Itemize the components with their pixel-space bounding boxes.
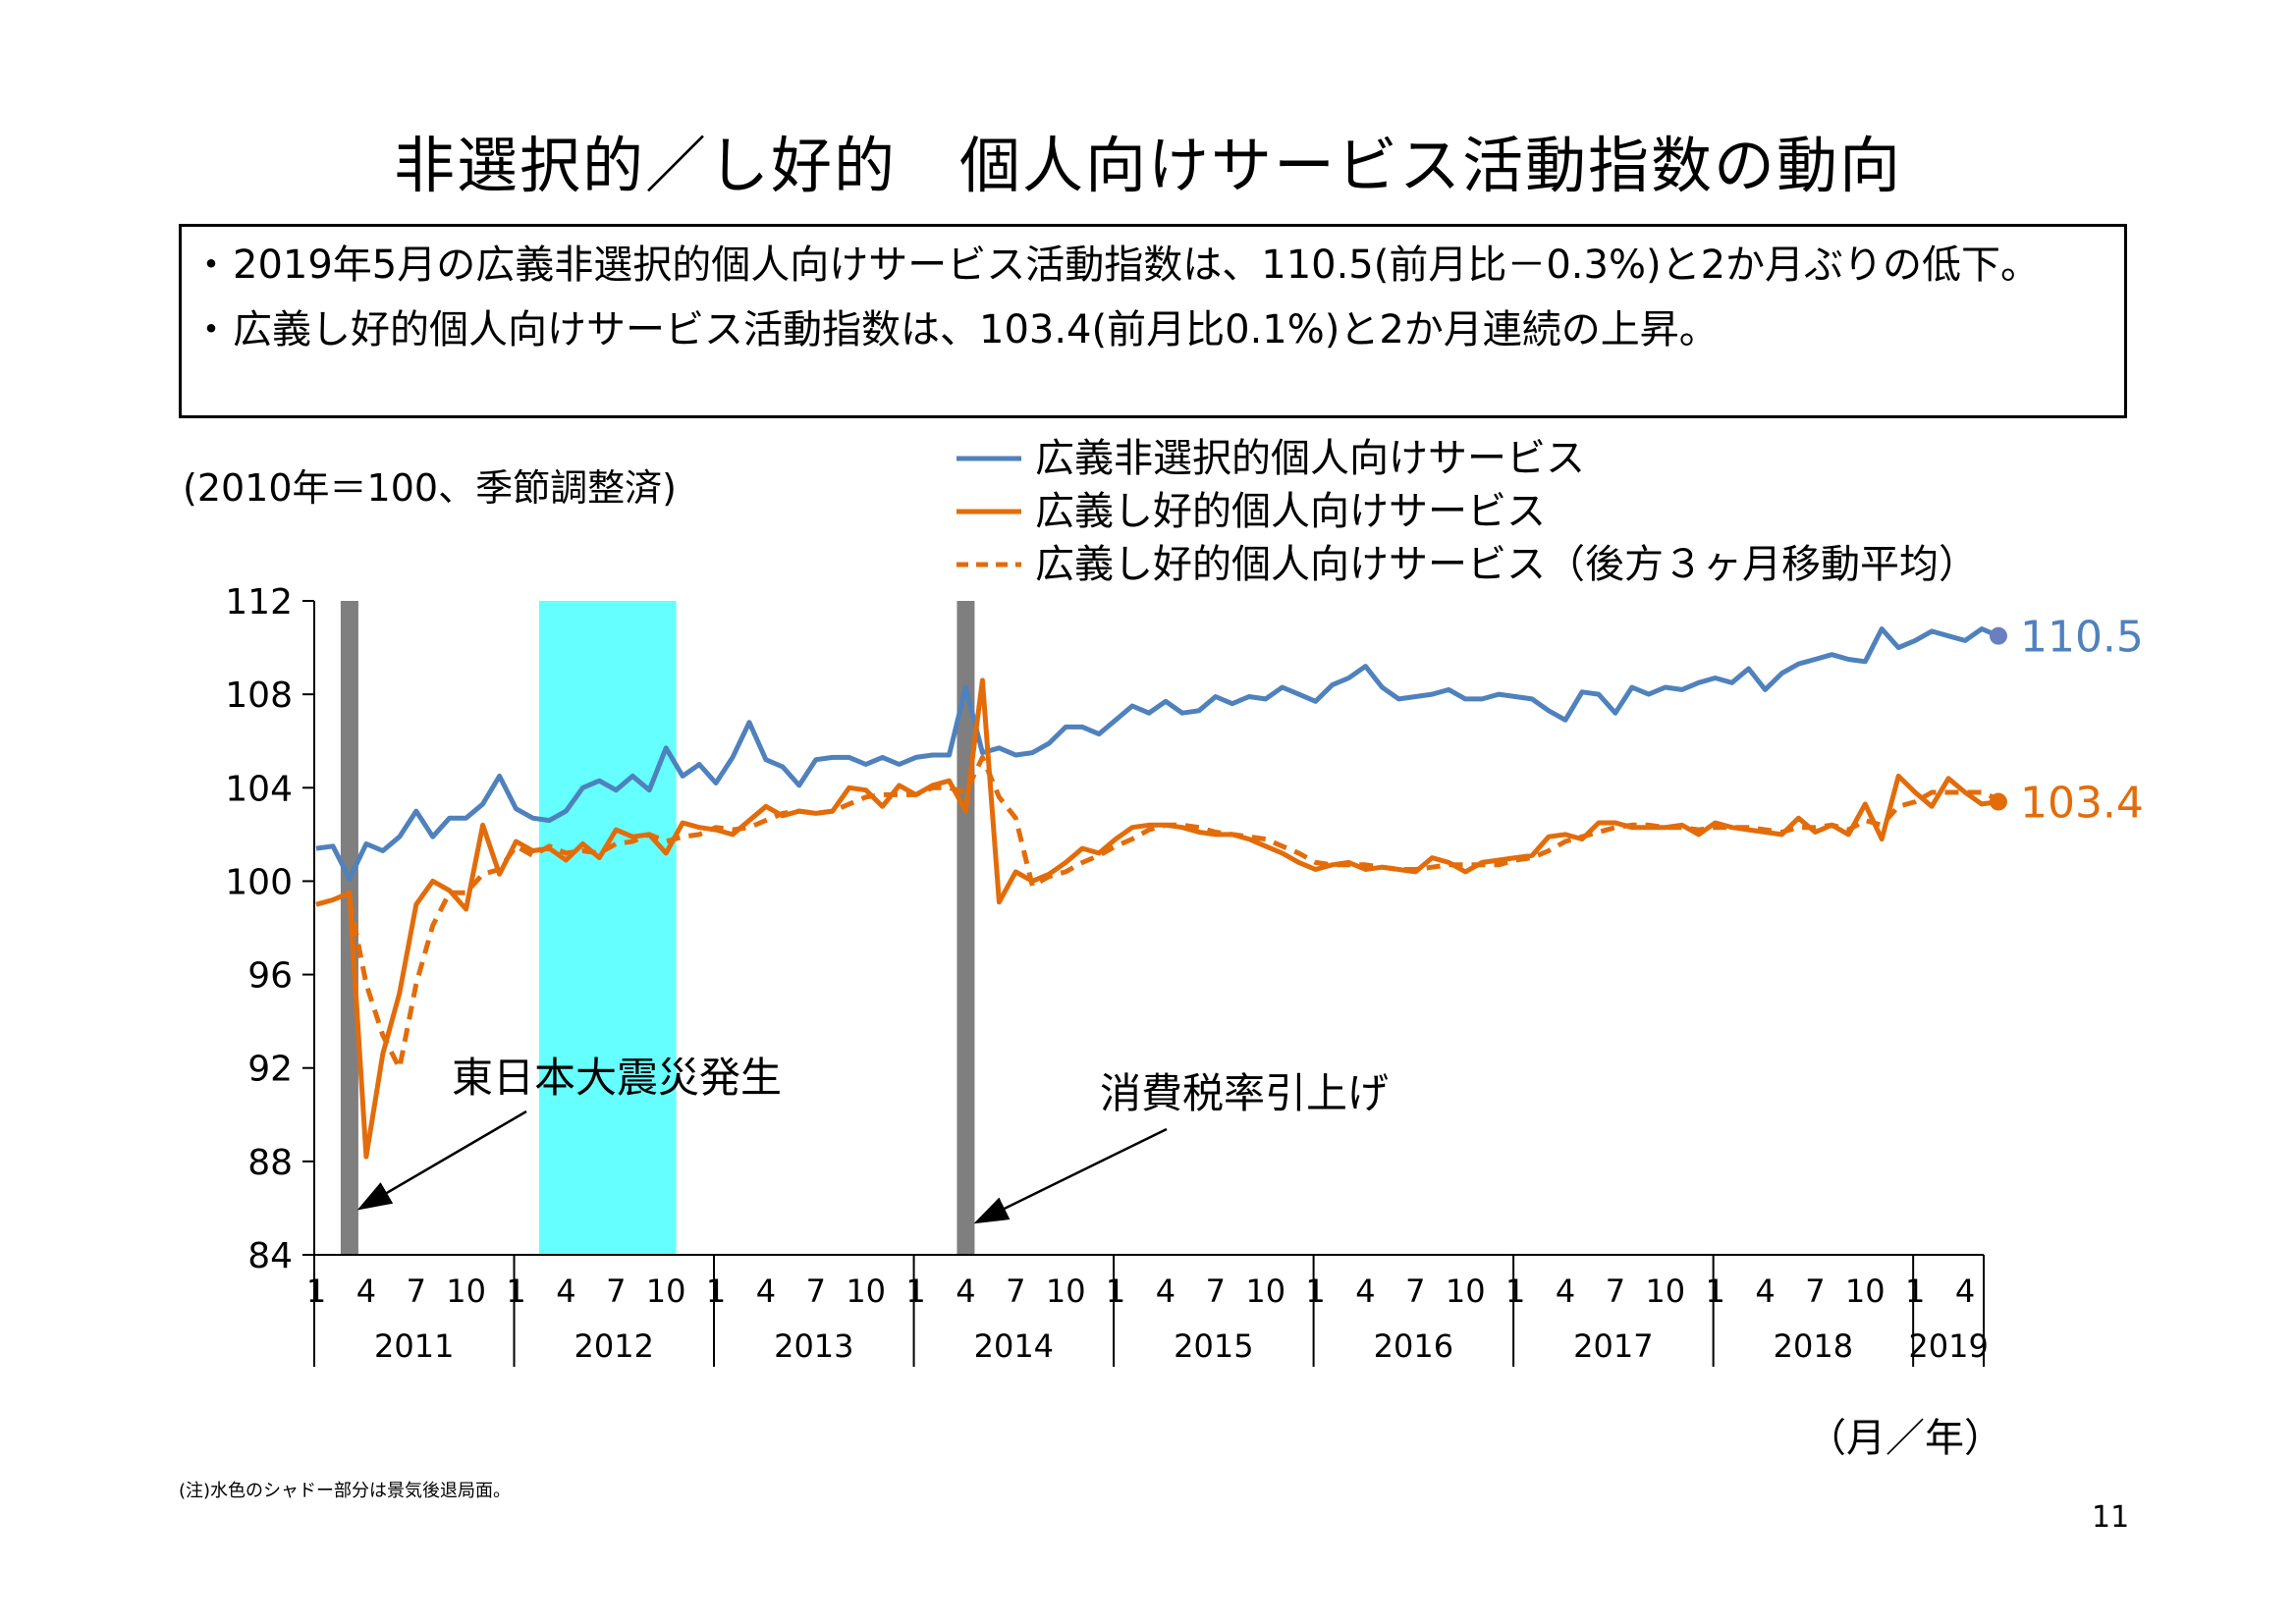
series-line-2 <box>347 754 1999 1071</box>
y-tick-label: 96 <box>247 956 293 997</box>
x-month-label: 4 <box>756 1272 776 1310</box>
x-month-label: 4 <box>1156 1272 1175 1310</box>
x-month-label: 10 <box>446 1272 486 1310</box>
x-year-label: 2016 <box>1374 1327 1453 1365</box>
y-tick-label: 84 <box>247 1236 293 1276</box>
x-month-label: 7 <box>1206 1272 1226 1310</box>
x-year-label: 2018 <box>1774 1327 1853 1365</box>
x-year-label: 2014 <box>974 1327 1054 1365</box>
legend-line-orange <box>957 509 1021 514</box>
series-lines <box>315 626 2007 1160</box>
x-year-label: 2011 <box>374 1327 454 1365</box>
chart-axes <box>302 600 1985 1367</box>
x-month-label: 4 <box>1556 1272 1575 1310</box>
x-year-label: 2017 <box>1573 1327 1653 1365</box>
unit-note: (2010年＝100、季節調整済) <box>183 466 677 510</box>
x-year-label: 2012 <box>574 1327 654 1365</box>
y-tick-label: 100 <box>225 862 293 902</box>
x-month-label: 7 <box>606 1272 626 1310</box>
x-month-label: 10 <box>846 1272 886 1310</box>
shade-cyan-1 <box>538 601 677 1255</box>
footnote: (注)水色のシャドー部分は景気後退局面。 <box>179 1481 512 1501</box>
x-month-label: 10 <box>1245 1272 1285 1310</box>
x-month-label: 1 <box>1505 1272 1525 1310</box>
x-month-label: 10 <box>1845 1272 1886 1310</box>
x-month-label: 10 <box>1046 1272 1086 1310</box>
x-month-label: 1 <box>905 1272 925 1310</box>
legend-entry-nonselective: 広義非選択的個人向けサービス <box>955 432 1978 485</box>
x-month-label: 1 <box>1905 1272 1925 1310</box>
series-endpoint-0 <box>1989 626 2007 645</box>
x-month-label: 1 <box>306 1272 326 1310</box>
x-year-label: 2013 <box>774 1327 853 1365</box>
summary-box: 2019年5月の広義非選択的個人向けサービス活動指数は、110.5(前月比－0.… <box>179 224 2127 418</box>
series-endpoint-1 <box>1989 792 2007 811</box>
series-line-1 <box>315 677 1999 1160</box>
y-tick-label: 92 <box>247 1050 293 1090</box>
x-month-label: 4 <box>1755 1272 1775 1310</box>
y-tick-label: 88 <box>247 1143 293 1183</box>
series-end-label-1: 103.4 <box>2020 779 2144 829</box>
x-month-label: 1 <box>1705 1272 1724 1310</box>
x-month-label: 4 <box>556 1272 575 1310</box>
annotation-label-0: 東日本大震災発生 <box>452 1054 782 1102</box>
shade-gray-2 <box>957 601 975 1255</box>
page-number: 11 <box>2092 1500 2130 1535</box>
legend-line-blue <box>957 456 1021 461</box>
page-title: 非選択的／し好的 個人向けサービス活動指数の動向 <box>393 130 1902 201</box>
series-line-0 <box>315 626 1999 882</box>
x-month-label: 7 <box>1805 1272 1825 1310</box>
x-month-label: 7 <box>1606 1272 1625 1310</box>
x-axis-unit: （月／年） <box>1807 1416 2003 1461</box>
x-month-label: 4 <box>1955 1272 1975 1310</box>
legend-entry-preference: 広義し好的個人向けサービス <box>955 485 1978 538</box>
x-month-label: 4 <box>1355 1272 1375 1310</box>
annotation-arrow-0 <box>356 1110 527 1211</box>
x-month-label: 1 <box>506 1272 525 1310</box>
summary-bullet-2: 広義し好的個人向けサービス活動指数は、103.4(前月比0.1%)と2か月連続の… <box>191 305 2103 354</box>
y-tick-label: 104 <box>225 769 293 809</box>
x-month-label: 1 <box>1106 1272 1125 1310</box>
x-month-label: 10 <box>1446 1272 1486 1310</box>
x-month-label: 7 <box>806 1272 826 1310</box>
legend-line-orange-dashed <box>957 562 1021 568</box>
legend-label-nonselective: 広義非選択的個人向けサービス <box>1035 436 1585 481</box>
summary-bullet-1: 2019年5月の広義非選択的個人向けサービス活動指数は、110.5(前月比－0.… <box>191 241 2103 290</box>
x-month-label: 7 <box>1405 1272 1425 1310</box>
legend-label-preference: 広義し好的個人向けサービス <box>1035 489 1546 534</box>
annotation-arrow-1 <box>973 1127 1168 1224</box>
x-year-label: 2015 <box>1174 1327 1253 1365</box>
series-end-label-0: 110.5 <box>2020 613 2144 663</box>
x-month-label: 7 <box>407 1272 426 1310</box>
x-year-label: 2019 <box>1908 1327 1988 1365</box>
shaded-periods <box>340 601 975 1255</box>
legend-entry-preference-ma: 広義し好的個人向けサービス（後方３ヶ月移動平均） <box>955 538 1978 591</box>
x-month-label: 1 <box>1305 1272 1325 1310</box>
shade-gray-0 <box>340 601 358 1255</box>
x-month-label: 4 <box>956 1272 975 1310</box>
chart-legend: 広義非選択的個人向けサービス 広義し好的個人向けサービス 広義し好的個人向けサー… <box>955 432 1978 591</box>
x-month-label: 7 <box>1006 1272 1025 1310</box>
x-month-label: 4 <box>356 1272 376 1310</box>
x-month-label: 10 <box>1645 1272 1685 1310</box>
annotation-label-1: 消費税率引上げ <box>1100 1069 1389 1117</box>
x-month-label: 1 <box>706 1272 726 1310</box>
y-tick-label: 108 <box>225 676 293 716</box>
x-month-label: 10 <box>646 1272 686 1310</box>
legend-label-preference-ma: 広義し好的個人向けサービス（後方３ヶ月移動平均） <box>1035 542 1978 587</box>
y-tick-label: 112 <box>225 582 293 623</box>
